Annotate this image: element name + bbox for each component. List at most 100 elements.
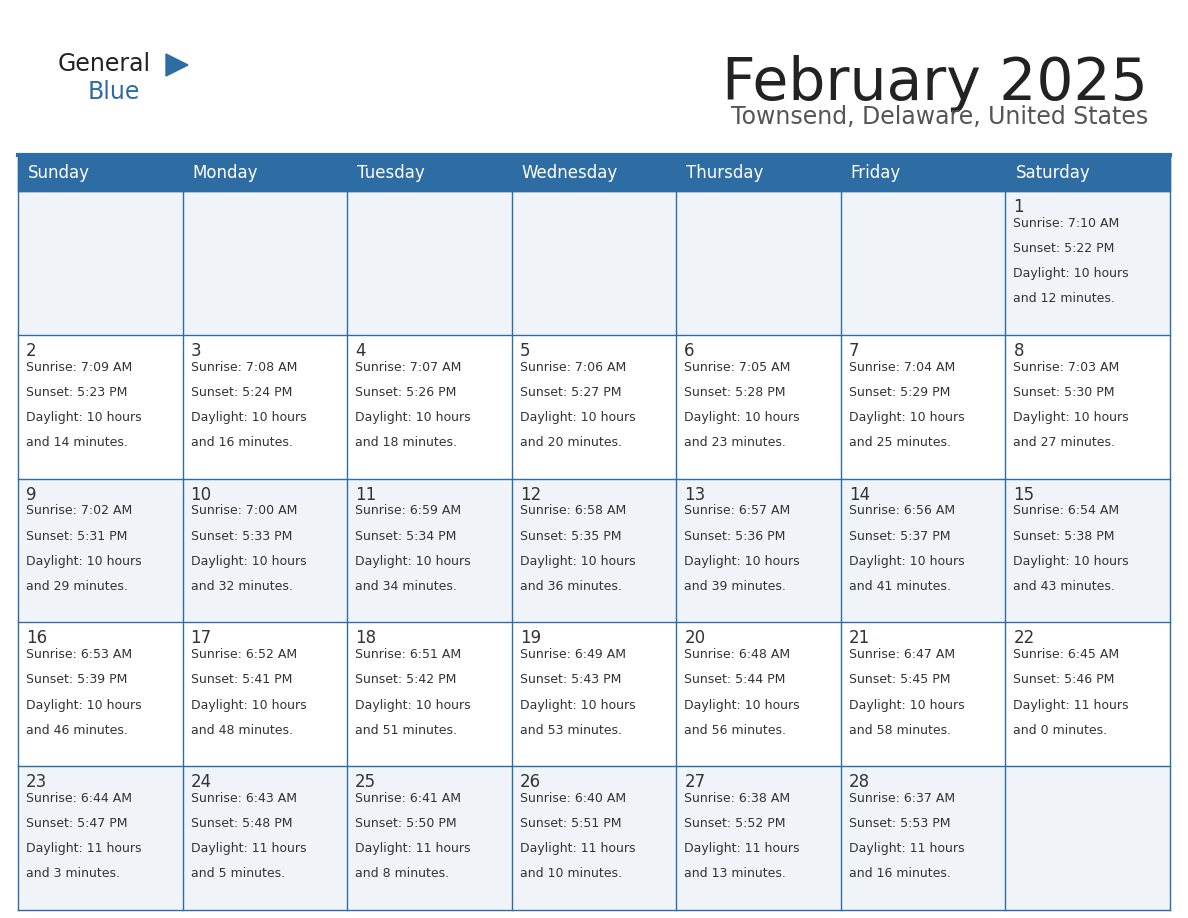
Text: 9: 9	[26, 486, 37, 504]
Text: Daylight: 11 hours: Daylight: 11 hours	[1013, 699, 1129, 711]
Text: and 16 minutes.: and 16 minutes.	[190, 436, 292, 449]
Text: Daylight: 10 hours: Daylight: 10 hours	[190, 411, 307, 424]
Text: 24: 24	[190, 773, 211, 791]
Text: 17: 17	[190, 630, 211, 647]
Text: Daylight: 10 hours: Daylight: 10 hours	[355, 699, 470, 711]
Bar	[512, 191, 676, 335]
Text: and 10 minutes.: and 10 minutes.	[519, 868, 621, 880]
Bar	[18, 191, 183, 335]
Text: and 18 minutes.: and 18 minutes.	[355, 436, 457, 449]
Bar	[512, 478, 676, 622]
Bar	[347, 335, 512, 478]
Bar	[183, 767, 347, 910]
Bar	[841, 622, 1005, 767]
Text: Daylight: 11 hours: Daylight: 11 hours	[519, 843, 636, 856]
Text: Sunset: 5:37 PM: Sunset: 5:37 PM	[849, 530, 950, 543]
Bar	[1005, 767, 1170, 910]
Text: Sunrise: 6:40 AM: Sunrise: 6:40 AM	[519, 792, 626, 805]
Text: 11: 11	[355, 486, 377, 504]
Text: Thursday: Thursday	[687, 164, 764, 182]
Text: Sunrise: 6:59 AM: Sunrise: 6:59 AM	[355, 504, 461, 518]
Text: 12: 12	[519, 486, 541, 504]
Text: General: General	[58, 52, 151, 76]
Text: 20: 20	[684, 630, 706, 647]
Bar	[1005, 622, 1170, 767]
Text: Sunrise: 6:43 AM: Sunrise: 6:43 AM	[190, 792, 297, 805]
Text: and 43 minutes.: and 43 minutes.	[1013, 580, 1116, 593]
Text: Daylight: 10 hours: Daylight: 10 hours	[355, 411, 470, 424]
Text: Sunrise: 6:54 AM: Sunrise: 6:54 AM	[1013, 504, 1119, 518]
Bar	[18, 478, 183, 622]
Bar	[841, 335, 1005, 478]
Bar	[1005, 335, 1170, 478]
Text: Daylight: 10 hours: Daylight: 10 hours	[519, 411, 636, 424]
Text: and 0 minutes.: and 0 minutes.	[1013, 723, 1107, 736]
Bar	[1005, 478, 1170, 622]
Text: 7: 7	[849, 341, 859, 360]
Text: and 14 minutes.: and 14 minutes.	[26, 436, 128, 449]
Text: Friday: Friday	[851, 164, 902, 182]
Text: and 20 minutes.: and 20 minutes.	[519, 436, 621, 449]
Text: Sunrise: 6:44 AM: Sunrise: 6:44 AM	[26, 792, 132, 805]
Text: Daylight: 11 hours: Daylight: 11 hours	[684, 843, 800, 856]
Text: 21: 21	[849, 630, 870, 647]
Text: Sunrise: 6:38 AM: Sunrise: 6:38 AM	[684, 792, 790, 805]
Bar	[676, 191, 841, 335]
Text: Daylight: 11 hours: Daylight: 11 hours	[849, 843, 965, 856]
Text: 2: 2	[26, 341, 37, 360]
Text: Sunrise: 7:02 AM: Sunrise: 7:02 AM	[26, 504, 132, 518]
Text: Sunrise: 6:58 AM: Sunrise: 6:58 AM	[519, 504, 626, 518]
Text: Blue: Blue	[88, 80, 140, 104]
Text: Sunset: 5:45 PM: Sunset: 5:45 PM	[849, 674, 950, 687]
Text: Sunrise: 6:56 AM: Sunrise: 6:56 AM	[849, 504, 955, 518]
Text: and 56 minutes.: and 56 minutes.	[684, 723, 786, 736]
Text: 13: 13	[684, 486, 706, 504]
Bar	[18, 767, 183, 910]
Text: Sunset: 5:50 PM: Sunset: 5:50 PM	[355, 817, 456, 830]
Text: Sunset: 5:47 PM: Sunset: 5:47 PM	[26, 817, 127, 830]
Text: Sunset: 5:39 PM: Sunset: 5:39 PM	[26, 674, 127, 687]
Text: Sunrise: 6:53 AM: Sunrise: 6:53 AM	[26, 648, 132, 661]
Text: Daylight: 10 hours: Daylight: 10 hours	[1013, 554, 1129, 567]
Text: Sunset: 5:48 PM: Sunset: 5:48 PM	[190, 817, 292, 830]
Text: Sunset: 5:42 PM: Sunset: 5:42 PM	[355, 674, 456, 687]
Text: Sunset: 5:28 PM: Sunset: 5:28 PM	[684, 386, 785, 398]
Text: Sunrise: 6:49 AM: Sunrise: 6:49 AM	[519, 648, 626, 661]
Text: Sunset: 5:46 PM: Sunset: 5:46 PM	[1013, 674, 1114, 687]
Text: Daylight: 11 hours: Daylight: 11 hours	[355, 843, 470, 856]
Text: Daylight: 10 hours: Daylight: 10 hours	[190, 554, 307, 567]
Text: 28: 28	[849, 773, 870, 791]
Bar	[347, 767, 512, 910]
Text: Wednesday: Wednesday	[522, 164, 618, 182]
Text: and 32 minutes.: and 32 minutes.	[190, 580, 292, 593]
Text: Daylight: 10 hours: Daylight: 10 hours	[684, 554, 800, 567]
Text: 4: 4	[355, 341, 366, 360]
Text: and 25 minutes.: and 25 minutes.	[849, 436, 950, 449]
Text: 5: 5	[519, 341, 530, 360]
Bar	[512, 767, 676, 910]
Text: Daylight: 10 hours: Daylight: 10 hours	[684, 411, 800, 424]
Text: Sunset: 5:43 PM: Sunset: 5:43 PM	[519, 674, 621, 687]
Bar	[512, 622, 676, 767]
Text: Sunset: 5:24 PM: Sunset: 5:24 PM	[190, 386, 292, 398]
Text: February 2025: February 2025	[722, 55, 1148, 112]
Text: and 41 minutes.: and 41 minutes.	[849, 580, 950, 593]
Text: Sunrise: 6:57 AM: Sunrise: 6:57 AM	[684, 504, 790, 518]
Text: Daylight: 10 hours: Daylight: 10 hours	[519, 554, 636, 567]
Bar	[183, 622, 347, 767]
Text: and 5 minutes.: and 5 minutes.	[190, 868, 285, 880]
Text: Sunset: 5:22 PM: Sunset: 5:22 PM	[1013, 242, 1114, 255]
Text: Sunset: 5:27 PM: Sunset: 5:27 PM	[519, 386, 621, 398]
Text: Daylight: 11 hours: Daylight: 11 hours	[190, 843, 307, 856]
Text: Daylight: 10 hours: Daylight: 10 hours	[26, 411, 141, 424]
Polygon shape	[166, 54, 188, 76]
Text: Daylight: 10 hours: Daylight: 10 hours	[190, 699, 307, 711]
Text: 6: 6	[684, 341, 695, 360]
Text: Daylight: 10 hours: Daylight: 10 hours	[26, 699, 141, 711]
Text: and 51 minutes.: and 51 minutes.	[355, 723, 457, 736]
Bar	[347, 622, 512, 767]
Text: Townsend, Delaware, United States: Townsend, Delaware, United States	[731, 105, 1148, 129]
Bar	[347, 478, 512, 622]
Text: Sunrise: 6:45 AM: Sunrise: 6:45 AM	[1013, 648, 1119, 661]
Text: Sunset: 5:31 PM: Sunset: 5:31 PM	[26, 530, 127, 543]
